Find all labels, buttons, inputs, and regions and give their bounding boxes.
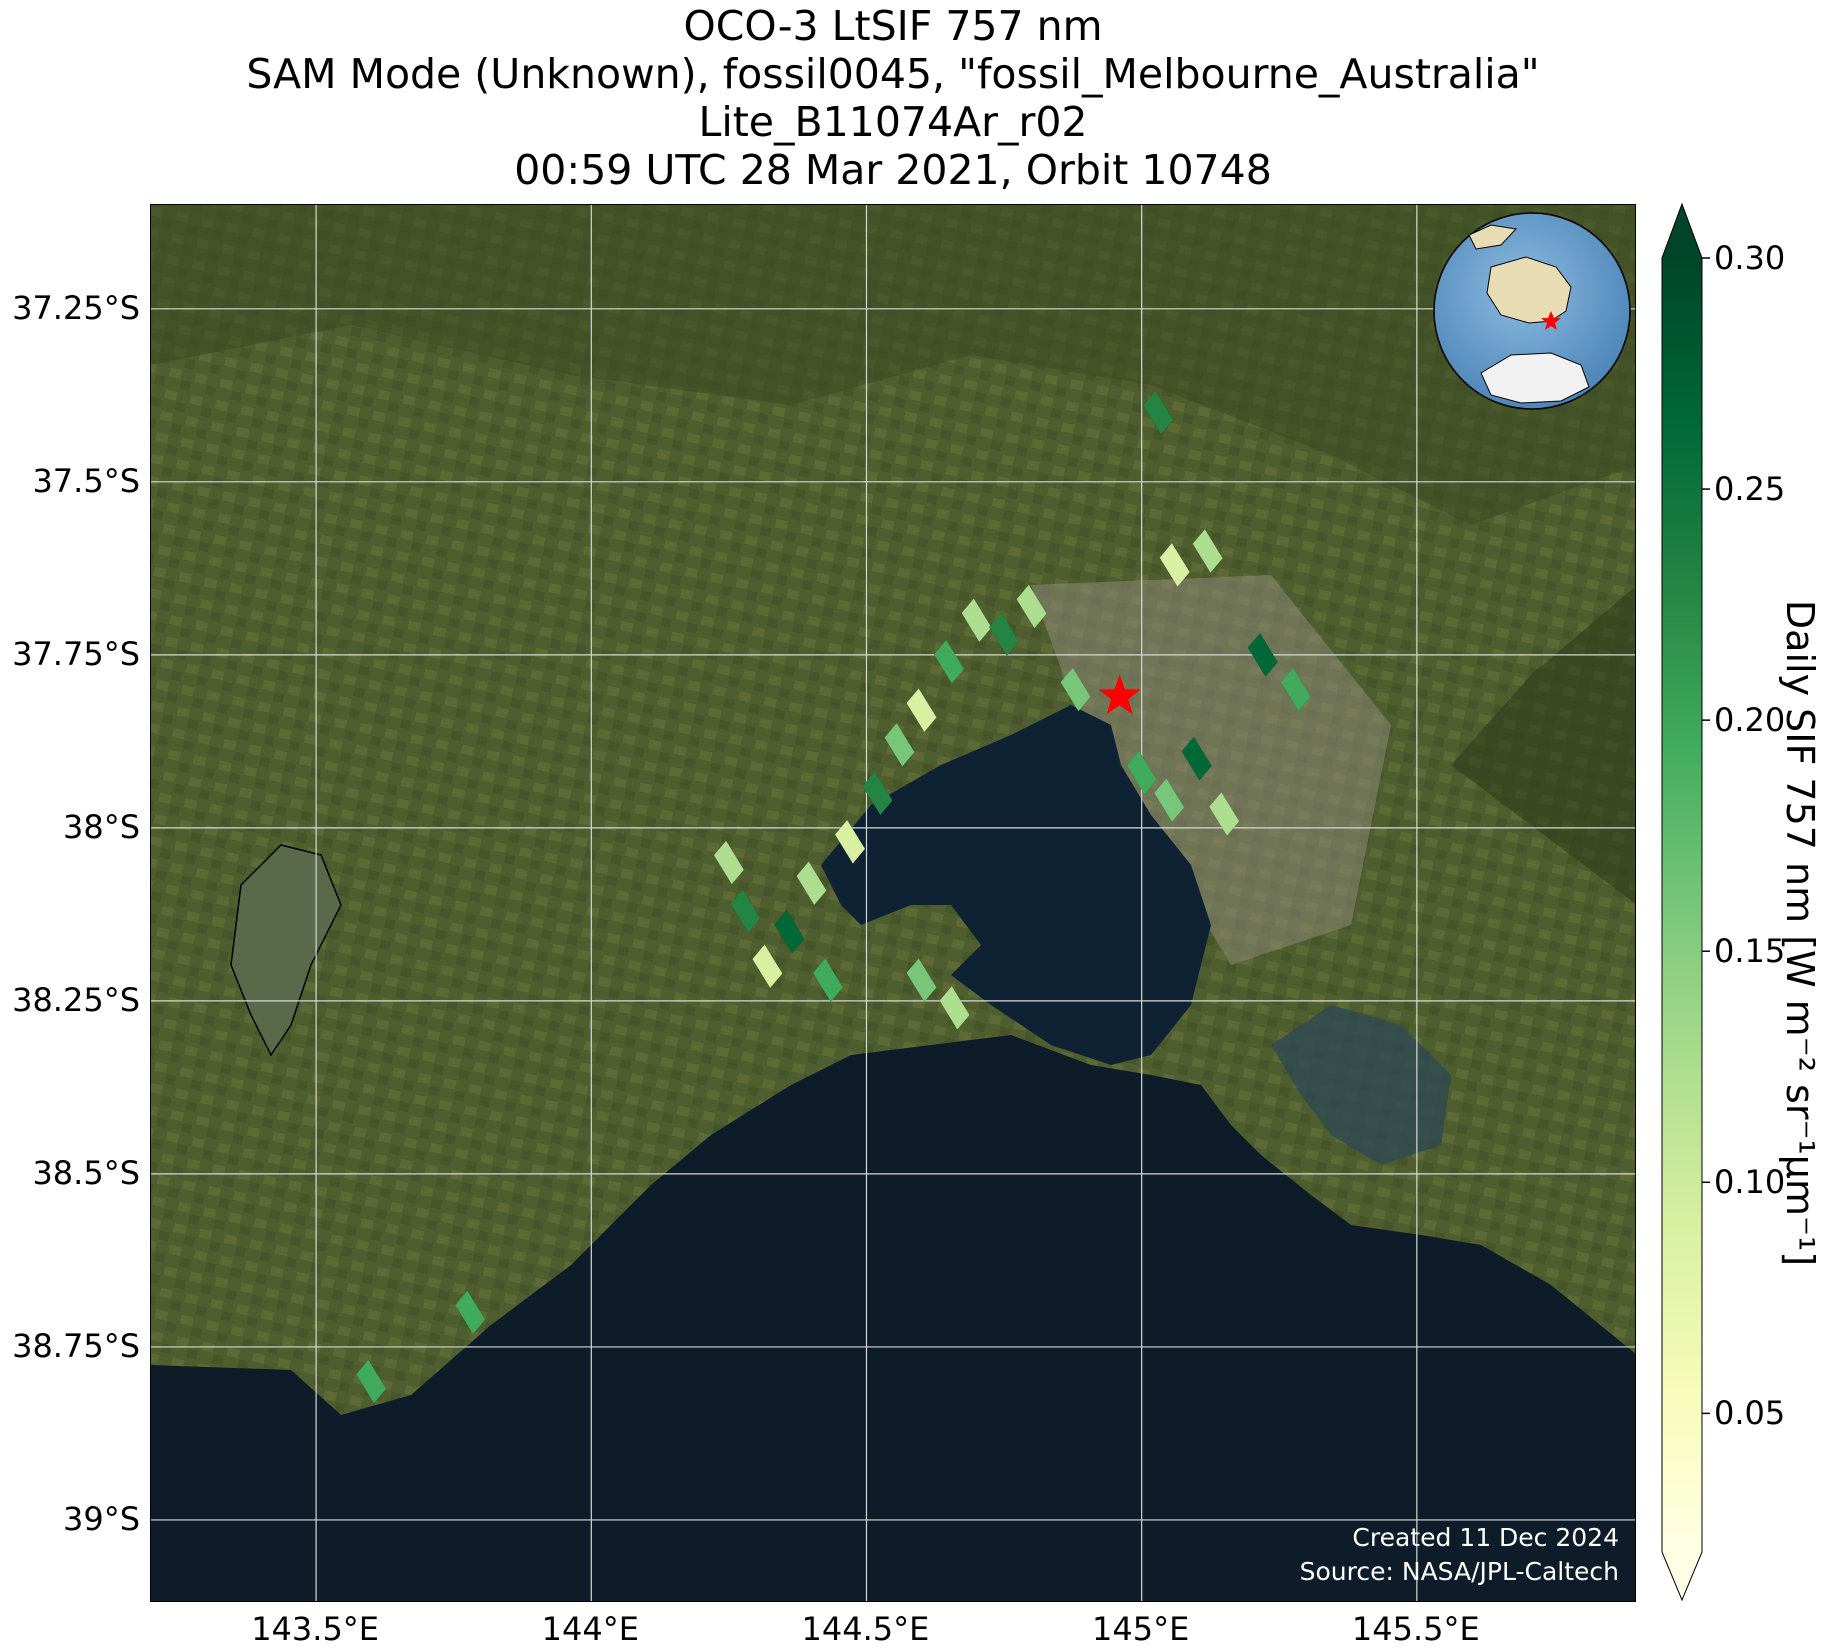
lat-tick-label: 38.25°S xyxy=(12,980,140,1019)
sif-sounding xyxy=(713,840,745,885)
ocean xyxy=(151,1035,1635,1601)
sif-sounding xyxy=(730,888,761,934)
sif-sounding xyxy=(1126,750,1158,795)
sif-sounding xyxy=(1247,632,1279,678)
credit-source: Source: NASA/JPL-Caltech xyxy=(1299,1557,1619,1586)
ranges-east xyxy=(1451,586,1635,904)
sif-sounding xyxy=(862,771,893,816)
lat-tick-label: 38.5°S xyxy=(32,1153,140,1192)
title-line-3: Lite_B11074Ar_r02 xyxy=(698,98,1088,146)
colorbar-gradient xyxy=(1662,258,1702,1552)
sif-sounding xyxy=(1159,542,1191,588)
lat-tick-label: 37.75°S xyxy=(12,634,140,673)
title-line-1: OCO-3 LtSIF 757 nm xyxy=(683,2,1103,50)
sif-sounding xyxy=(454,1290,486,1335)
sif-sounding xyxy=(1060,667,1091,712)
colorbar-tick-label: 0.20 xyxy=(1714,701,1786,740)
globe-australia xyxy=(1486,256,1572,324)
title-line-4: 00:59 UTC 28 Mar 2021, Orbit 10748 xyxy=(514,146,1272,194)
sif-sounding xyxy=(988,611,1020,657)
lon-tick-label: 145.5°E xyxy=(1351,1610,1480,1648)
lake xyxy=(230,844,342,1057)
sif-sounding xyxy=(1181,736,1213,781)
colorbar-extend-max xyxy=(1662,204,1702,258)
globe-antarctica xyxy=(1480,352,1590,404)
colorbar-tick-label: 0.10 xyxy=(1714,1163,1786,1202)
sif-sounding xyxy=(812,957,844,1003)
colorbar-outline xyxy=(1661,202,1703,1602)
sif-sounding xyxy=(1208,791,1240,837)
sif-sounding xyxy=(1280,667,1312,712)
sif-sounding xyxy=(939,985,970,1031)
sif-soundings xyxy=(355,390,1312,1404)
colorbar-title: Daily SIF 757 nm [W m⁻² sr⁻¹μm⁻¹] xyxy=(1778,599,1822,1267)
lat-tick-label: 38°S xyxy=(62,807,140,846)
lat-tick-label: 38.75°S xyxy=(12,1326,140,1365)
sif-sounding xyxy=(752,944,783,989)
sif-sounding xyxy=(774,909,805,954)
lon-tick-label: 144.5°E xyxy=(801,1610,930,1648)
globe-asia xyxy=(1468,224,1518,250)
credit-created: Created 11 Dec 2024 xyxy=(1352,1523,1619,1552)
sif-sounding xyxy=(1142,390,1174,435)
map-panel[interactable]: Created 11 Dec 2024 Source: NASA/JPL-Cal… xyxy=(150,204,1636,1602)
sif-sounding xyxy=(884,722,915,768)
map-canvas[interactable] xyxy=(151,205,1636,1602)
colorbar-tick-label: 0.25 xyxy=(1714,470,1786,509)
colorbar-tick-label: 0.15 xyxy=(1714,932,1786,971)
sif-sounding xyxy=(1192,528,1224,574)
lon-tick-label: 145°E xyxy=(1092,1610,1190,1648)
sif-sounding xyxy=(355,1359,387,1404)
port-phillip-bay xyxy=(821,705,1211,1065)
highlands xyxy=(151,205,1635,525)
western-port xyxy=(1271,1005,1451,1165)
sif-sounding xyxy=(933,639,965,684)
sif-sounding xyxy=(906,688,937,733)
colorbar-tick-label: 0.05 xyxy=(1714,1394,1786,1433)
inset-globe xyxy=(1433,212,1631,410)
sif-sounding xyxy=(906,957,937,1003)
urban-area xyxy=(1031,575,1391,965)
sif-sounding xyxy=(1016,584,1047,629)
sif-sounding xyxy=(796,861,827,906)
sif-sounding xyxy=(1153,777,1185,823)
lat-tick-label: 37.5°S xyxy=(32,461,140,500)
lat-tick-label: 37.25°S xyxy=(12,288,140,327)
colorbar-extend-min xyxy=(1662,1552,1702,1600)
colorbar-tick-label: 0.30 xyxy=(1714,239,1786,277)
globe-star-marker xyxy=(1541,311,1561,330)
sif-sounding xyxy=(834,819,866,864)
target-star-marker xyxy=(1098,674,1141,715)
graticule xyxy=(151,205,1635,1601)
lon-tick-label: 143.5°E xyxy=(251,1610,380,1648)
lon-tick-label: 144°E xyxy=(541,1610,639,1648)
title-line-2: SAM Mode (Unknown), fossil0045, "fossil_… xyxy=(246,50,1540,98)
lat-tick-label: 39°S xyxy=(62,1499,140,1538)
